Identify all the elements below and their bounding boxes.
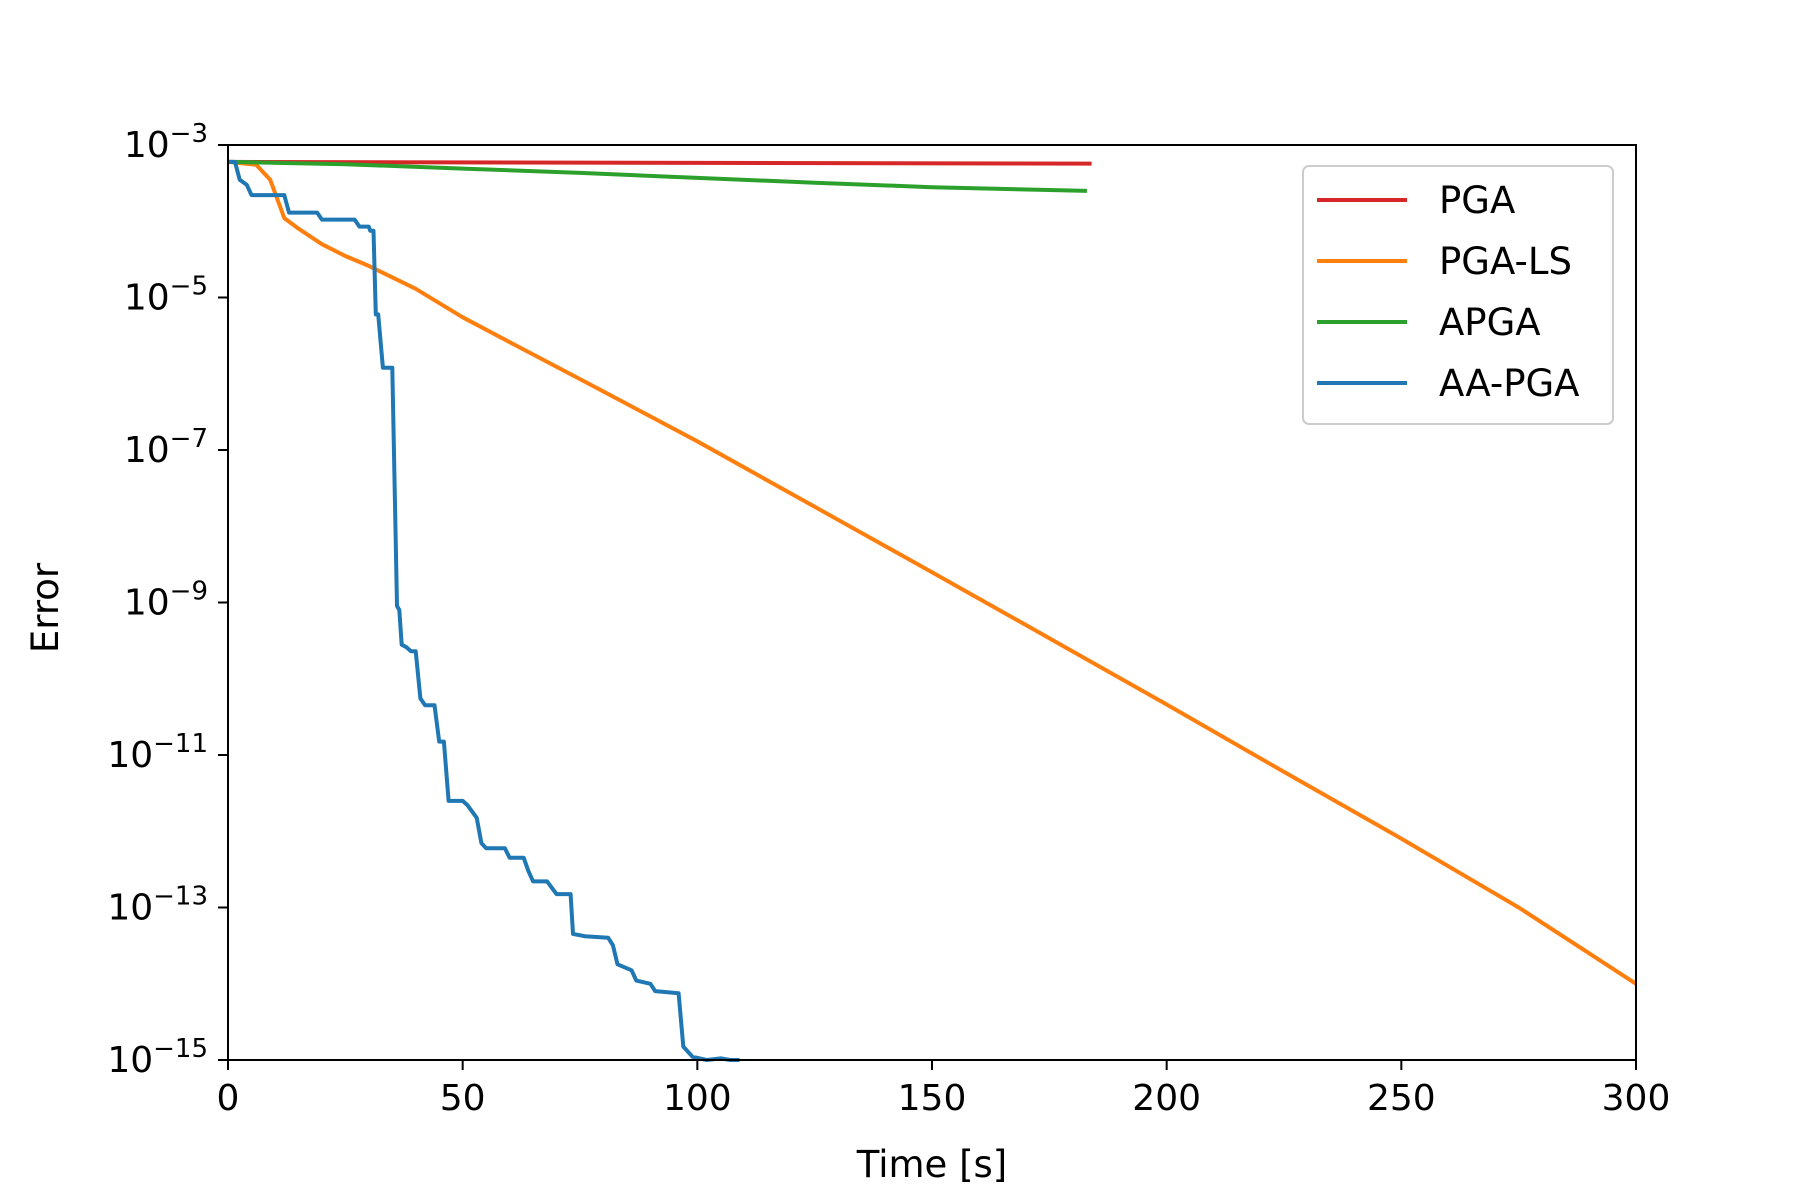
y-tick-label: 10−3 (124, 119, 208, 166)
y-tick-base: 10 (124, 278, 170, 319)
y-tick-label: 10−13 (107, 882, 208, 929)
y-tick-label: 10−9 (124, 577, 208, 624)
y-tick-label: 10−15 (107, 1034, 208, 1081)
series-line-aa-pga (228, 159, 740, 1062)
y-tick-exponent: −7 (170, 424, 208, 454)
series-line-pga-ls (227, 159, 1638, 986)
y-tick-exponent: −5 (170, 272, 208, 302)
y-tick-base: 10 (107, 1040, 153, 1081)
x-tick-label: 200 (1132, 1078, 1201, 1119)
legend-label-apga: APGA (1439, 301, 1541, 344)
x-axis-ticks: 0 50 100 150 200 250 300 (217, 1060, 1671, 1119)
x-tick-label: 250 (1367, 1078, 1436, 1119)
x-tick-label: 150 (898, 1078, 967, 1119)
y-tick-base: 10 (107, 735, 153, 776)
y-axis-label: Error (24, 562, 67, 653)
legend-label-pga: PGA (1439, 179, 1515, 222)
x-tick-label: 300 (1602, 1078, 1671, 1119)
legend-label-aa-pga: AA-PGA (1439, 362, 1579, 405)
legend-label-pga-ls: PGA-LS (1439, 240, 1572, 283)
x-tick-label: 0 (217, 1078, 240, 1119)
y-tick-exponent: −11 (153, 729, 208, 759)
y-tick-base: 10 (124, 430, 170, 471)
y-tick-label: 10−5 (124, 272, 208, 319)
series-line-apga (227, 159, 1087, 193)
x-tick-label: 100 (663, 1078, 732, 1119)
series-lines (227, 159, 1638, 1062)
legend-box (1302, 165, 1614, 425)
y-tick-base: 10 (124, 583, 170, 624)
y-tick-base: 10 (124, 125, 170, 166)
y-tick-exponent: −3 (170, 119, 208, 149)
y-tick-exponent: −15 (153, 1034, 208, 1064)
y-tick-label: 10−11 (107, 729, 208, 776)
y-tick-label: 10−7 (124, 424, 208, 471)
x-tick-label: 50 (440, 1078, 486, 1119)
series-line-pga (227, 159, 1092, 166)
x-axis-label: Time [s] (856, 1143, 1007, 1186)
y-tick-exponent: −13 (153, 882, 208, 912)
legend: PGA PGA-LS APGA AA-PGA (1302, 165, 1614, 425)
y-tick-exponent: −9 (170, 577, 208, 607)
y-tick-base: 10 (107, 888, 153, 929)
